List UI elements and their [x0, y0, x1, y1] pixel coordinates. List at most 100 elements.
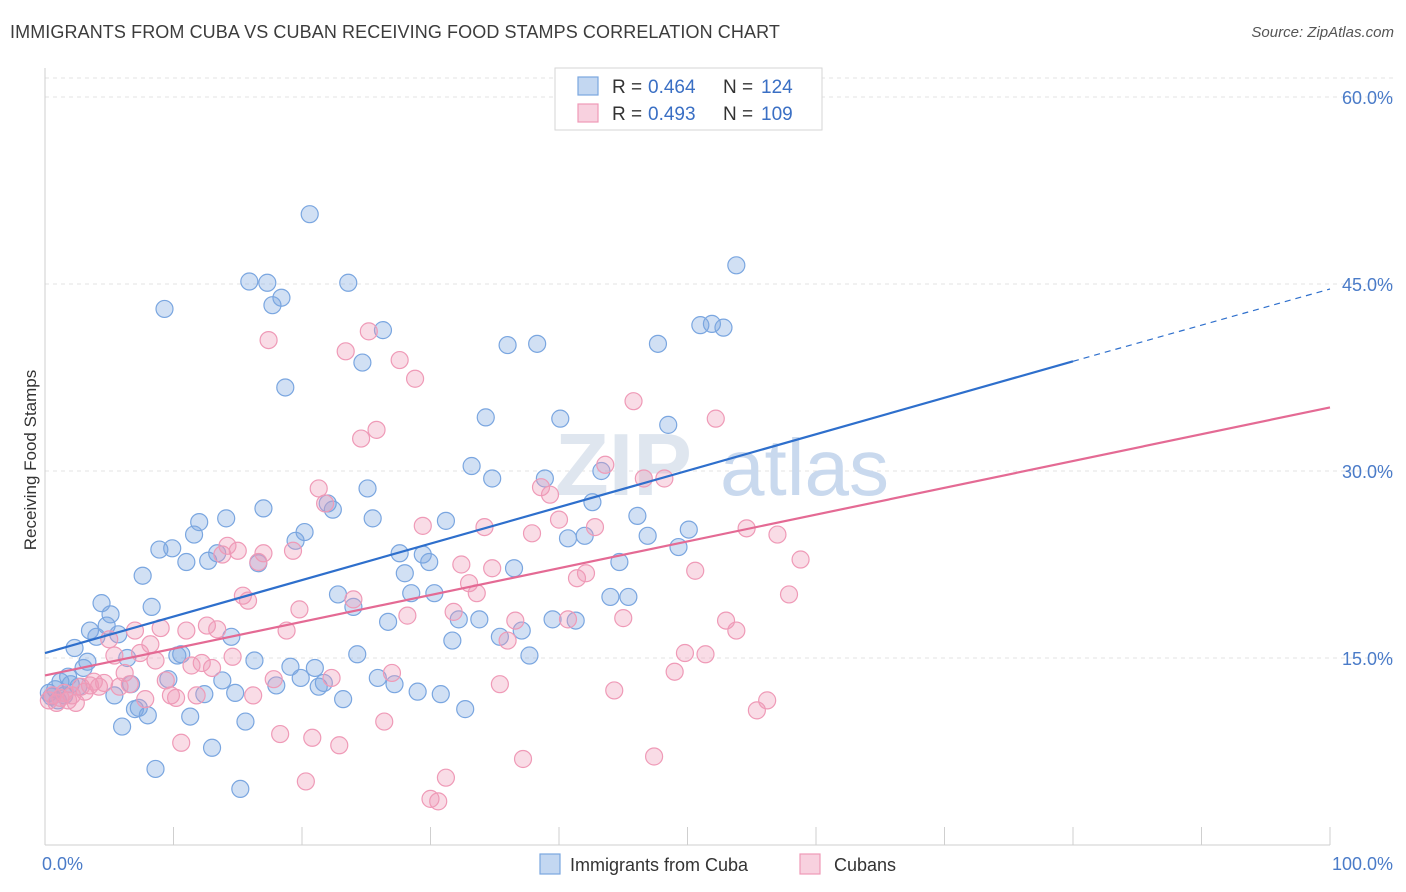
data-point: [520, 646, 539, 665]
data-point: [359, 322, 378, 341]
data-point: [295, 522, 314, 542]
data-point: [714, 318, 733, 337]
data-point: [648, 334, 668, 353]
data-point: [405, 369, 425, 388]
data-point: [334, 690, 353, 709]
bottom-legend-swatch: [539, 853, 561, 875]
legend-r-value: 0.464: [648, 77, 696, 98]
data-point: [249, 552, 268, 572]
data-point: [296, 772, 315, 791]
data-point: [115, 663, 134, 683]
data-point: [336, 342, 355, 361]
data-point: [506, 611, 525, 630]
trend-lines: [44, 288, 1331, 677]
y-tick-label: 45.0%: [1342, 275, 1393, 295]
data-point: [146, 759, 165, 779]
data-point: [120, 675, 139, 694]
data-point: [513, 749, 533, 769]
data-point: [452, 555, 471, 574]
data-point: [150, 540, 169, 559]
data-point: [95, 673, 114, 693]
data-point: [436, 768, 456, 787]
trend-line-0: [44, 360, 1074, 655]
y-tick-label: 60.0%: [1342, 88, 1393, 108]
data-point: [696, 645, 715, 664]
data-point: [567, 569, 587, 588]
data-point: [352, 429, 371, 448]
data-points: [39, 205, 810, 811]
legend-r-value: 0.493: [648, 104, 696, 125]
data-point: [195, 685, 214, 704]
data-point: [177, 621, 196, 640]
data-point: [136, 690, 155, 709]
data-point: [528, 334, 547, 353]
data-point: [675, 643, 695, 663]
data-point: [228, 541, 247, 560]
series-legend: Immigrants from Cuba Cubans: [539, 853, 896, 875]
data-point: [218, 536, 237, 555]
data-point: [276, 378, 295, 397]
data-point: [768, 525, 787, 544]
data-point: [125, 621, 145, 640]
data-point: [213, 545, 232, 564]
y-tick-label: 30.0%: [1342, 462, 1393, 482]
data-point: [551, 409, 570, 428]
data-point: [348, 645, 367, 664]
data-point: [706, 409, 725, 428]
data-point: [190, 513, 209, 532]
data-point: [624, 392, 643, 411]
data-point: [281, 657, 300, 676]
data-point: [727, 621, 746, 640]
data-point: [177, 552, 196, 572]
data-point: [192, 653, 211, 673]
data-point: [264, 670, 283, 689]
data-point: [665, 662, 684, 681]
data-point: [655, 469, 674, 488]
data-point: [543, 610, 562, 629]
data-point: [443, 631, 462, 650]
data-point: [483, 559, 502, 578]
data-point: [456, 700, 475, 719]
chart-title: IMMIGRANTS FROM CUBA VS CUBAN RECEIVING …: [10, 22, 780, 42]
data-point: [213, 671, 232, 690]
y-tick-label: 15.0%: [1342, 649, 1393, 669]
legend-r-label: R =: [612, 77, 642, 98]
legend-swatch: [577, 76, 599, 96]
source-link[interactable]: ZipAtlas.com: [1307, 24, 1394, 41]
data-point: [470, 610, 489, 629]
data-point: [686, 561, 705, 580]
data-point: [155, 299, 174, 319]
data-point: [258, 273, 277, 292]
data-point: [390, 350, 409, 370]
data-point: [483, 469, 502, 488]
data-point: [436, 511, 456, 530]
data-point: [208, 620, 227, 639]
data-point: [291, 668, 310, 688]
data-point: [330, 736, 349, 755]
data-point: [619, 587, 638, 607]
data-point: [166, 688, 186, 707]
data-point: [142, 597, 161, 616]
data-point: [429, 792, 448, 811]
data-point: [163, 539, 182, 558]
data-point: [431, 685, 450, 704]
legend-swatch: [577, 103, 599, 123]
data-point: [385, 675, 404, 694]
legend-n-value: 109: [761, 104, 793, 125]
data-point: [628, 506, 647, 525]
data-point: [475, 517, 494, 537]
data-point: [112, 717, 132, 736]
data-point: [290, 600, 309, 619]
legend-r-label: R =: [612, 104, 642, 125]
data-point: [223, 647, 242, 666]
data-point: [758, 691, 777, 710]
data-point: [272, 288, 291, 307]
y-tick-labels: 15.0% 30.0% 45.0% 60.0%: [1342, 88, 1393, 669]
data-point: [101, 605, 120, 624]
correlation-legend: R = 0.464 N = 124 R = 0.493 N = 109: [554, 67, 823, 131]
data-point: [202, 658, 222, 678]
x-tick-label-min: 0.0%: [42, 854, 83, 874]
data-point: [702, 314, 722, 333]
data-point: [395, 564, 414, 583]
